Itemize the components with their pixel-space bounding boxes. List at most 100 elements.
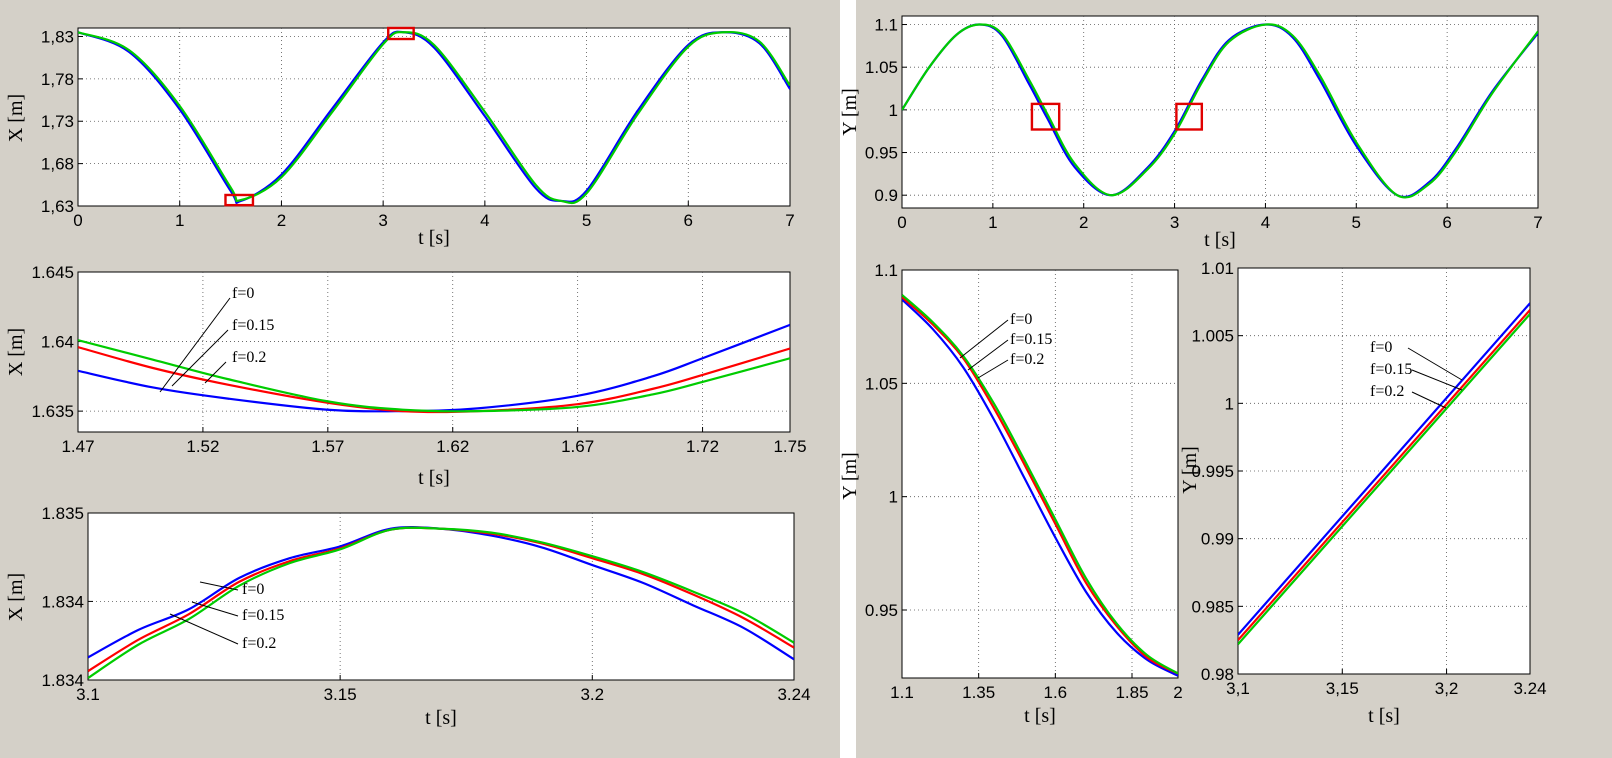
series-line-f-0-2: [902, 294, 1178, 675]
y-tick-label: 1: [1225, 394, 1234, 413]
y-axis-label: X [m]: [5, 573, 27, 621]
series-line-f-0-2: [78, 339, 790, 413]
legend-label: f=0: [1370, 339, 1392, 356]
y-tick-label: 0.995: [1191, 462, 1234, 481]
x-tick-label: 7: [1533, 213, 1542, 232]
x-axis-label: t [s]: [1204, 229, 1236, 251]
chart-p5: 1.1 1.35 1.6 1.85 2 0.95 1 1.05 1.1 t [s] Y [m] f=0…: [839, 261, 1183, 727]
y-tick-label: 1.05: [865, 58, 898, 77]
x-tick-label: 7: [785, 211, 794, 230]
y-tick-label: 0.985: [1191, 597, 1234, 616]
x-tick-label: 3,2: [1435, 679, 1459, 698]
chart-p3: 3.1 3.15 3.2 3.24 1.834 1.834 1.835 t [s] X [m] f…: [5, 504, 811, 729]
series-line-f-0-2: [1238, 313, 1530, 645]
chart-p2: 1.47 1.52 1.57 1.62 1.67 1.72 1.75 1.635 1.64 1.6…: [5, 263, 807, 489]
x-tick-label: 3: [1170, 213, 1179, 232]
legend-label: f=0.2: [1370, 383, 1404, 400]
x-tick-label: 1.85: [1115, 683, 1148, 702]
x-tick-label: 1.67: [561, 437, 594, 456]
legend-label: f=0: [232, 285, 254, 302]
x-tick-label: 4: [480, 211, 489, 230]
y-axis-label: Y [m]: [839, 88, 861, 136]
x-tick-label: 4: [1261, 213, 1270, 232]
y-tick-label: 1.834: [41, 592, 84, 611]
series-line-f-0-15: [1238, 309, 1530, 641]
zoom-region-box: [1030, 102, 1061, 131]
x-axis-label: t [s]: [418, 227, 450, 249]
legend-pointer: [1411, 369, 1463, 391]
plot-area: [87, 512, 795, 681]
x-tick-label: 1.62: [436, 437, 469, 456]
y-tick-label: 1.64: [41, 333, 74, 352]
x-tick-label: 3.15: [324, 685, 357, 704]
x-axis-label: t [s]: [425, 707, 457, 729]
zoom-region-box: [387, 26, 415, 41]
legend-pointer: [169, 613, 239, 645]
legend-pointer: [1407, 347, 1463, 381]
x-tick-label: 3,1: [1226, 679, 1250, 698]
y-tick-label: 1.01: [1201, 259, 1234, 278]
x-tick-label: 1.1: [890, 683, 914, 702]
chart-p4: 0 1 2 3 4 5 6 7 0.9 0.95 1 1.05 1.1 t [s] Y [m]: [839, 15, 1543, 251]
y-tick-label: 0.98: [1201, 665, 1234, 684]
y-tick-label: 1,68: [41, 155, 74, 174]
legend-label: f=0.15: [232, 317, 274, 334]
y-axis-label: Y [m]: [839, 452, 861, 500]
legend-label: f=0: [1010, 311, 1032, 328]
zoom-region-box: [224, 193, 255, 207]
x-tick-label: 1.52: [186, 437, 219, 456]
y-tick-label: 1,83: [41, 27, 74, 46]
legend-pointer: [959, 319, 1009, 359]
x-tick-label: 3.1: [76, 685, 100, 704]
y-tick-label: 1.1: [874, 261, 898, 280]
series-line-f-0: [902, 298, 1178, 677]
legend-pointer: [171, 329, 229, 387]
x-axis-label: t [s]: [1368, 705, 1400, 727]
x-tick-label: 2: [277, 211, 286, 230]
x-tick-label: 1.57: [311, 437, 344, 456]
y-tick-label: 0.9: [874, 186, 898, 205]
x-tick-label: 3: [378, 211, 387, 230]
plot-area: [77, 27, 791, 207]
zoom-region-box: [1175, 102, 1204, 131]
plot-area: [901, 15, 1539, 209]
y-tick-label: 1,78: [41, 70, 74, 89]
x-tick-label: 3,15: [1326, 679, 1359, 698]
x-axis-label: t [s]: [418, 467, 450, 489]
series-line-f-0: [1238, 302, 1530, 636]
x-axis-label: t [s]: [1024, 705, 1056, 727]
series-line-f-0-2: [88, 526, 794, 679]
x-tick-label: 0: [73, 211, 82, 230]
x-tick-label: 1.35: [962, 683, 995, 702]
legend-label: f=0: [242, 581, 264, 598]
chart-p1: 0 1 2 3 4 5 6 7 1,63 1,68 1,73 1,78 1,83 t [s] X [m]: [5, 26, 795, 249]
series-line-1: [78, 30, 790, 205]
panel-divider: [840, 0, 856, 758]
x-tick-label: 6: [1442, 213, 1451, 232]
series-line-f-0-15: [902, 296, 1178, 675]
x-tick-label: 6: [684, 211, 693, 230]
y-axis-label: X [m]: [5, 328, 27, 376]
y-tick-label: 1.834: [41, 671, 84, 690]
y-tick-label: 1,73: [41, 112, 74, 131]
legend-label: f=0.15: [1010, 331, 1052, 348]
legend-label: f=0.15: [1370, 361, 1412, 378]
series-line-0: [78, 30, 790, 204]
y-tick-label: 1: [889, 101, 898, 120]
legend-label: f=0.2: [232, 349, 266, 366]
x-tick-label: 1: [175, 211, 184, 230]
x-tick-label: 5: [1352, 213, 1361, 232]
legend-pointer: [977, 359, 1009, 379]
x-tick-label: 1.47: [61, 437, 94, 456]
plot-area: [77, 271, 791, 433]
legend-pointer: [967, 339, 1009, 371]
x-tick-label: 3.24: [777, 685, 810, 704]
legend-pointer: [199, 581, 239, 591]
x-tick-label: 1.6: [1044, 683, 1068, 702]
y-tick-label: 0.95: [865, 144, 898, 163]
chart-p6: 3,1 3,15 3,2 3.24 0.98 0.985 0.99 0.995 1 1.005 1.…: [1179, 259, 1547, 727]
y-tick-label: 1.645: [31, 263, 74, 282]
legend-pointer: [1411, 391, 1447, 409]
y-tick-label: 0.95: [865, 601, 898, 620]
